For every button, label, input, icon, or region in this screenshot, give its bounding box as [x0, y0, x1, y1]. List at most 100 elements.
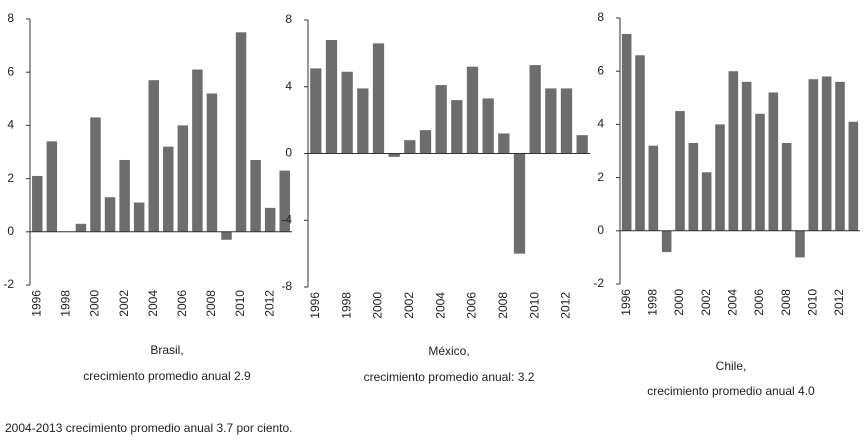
bar	[529, 65, 541, 154]
x-tick-label: 2002	[402, 292, 416, 319]
bar	[388, 153, 400, 157]
x-tick-label: 1996	[29, 290, 43, 317]
chart-title: Brasil,	[150, 343, 183, 357]
bar	[821, 76, 832, 231]
bar	[545, 88, 557, 154]
y-tick-label: -8	[281, 279, 292, 293]
bar	[715, 124, 725, 231]
y-tick-label: 6	[597, 63, 604, 77]
bar	[482, 98, 494, 154]
bar	[560, 88, 573, 154]
bar	[688, 143, 699, 231]
y-tick-label: -2	[593, 276, 604, 290]
bar	[325, 40, 338, 154]
bar	[75, 223, 87, 232]
bar	[701, 172, 712, 231]
bar	[755, 113, 765, 231]
chart-subtitle: crecimiento promedio anual 4.0	[647, 384, 815, 398]
x-tick-label: 2002	[699, 289, 713, 316]
x-tick-label: 1998	[59, 290, 73, 317]
bar	[404, 140, 416, 154]
bar	[206, 93, 218, 232]
bar	[451, 100, 463, 154]
bar	[661, 230, 672, 253]
bar	[635, 55, 645, 231]
y-tick-label: -2	[3, 277, 14, 291]
x-tick-label: 2008	[779, 289, 793, 316]
bar	[279, 170, 290, 232]
bar	[419, 130, 432, 154]
bar	[163, 146, 174, 232]
y-tick-label: 6	[7, 64, 14, 78]
bar	[648, 145, 659, 231]
bar	[221, 231, 232, 240]
bar	[341, 71, 353, 154]
y-tick-label: 4	[597, 117, 604, 131]
footnote: 2004-2013 crecimiento promedio anual 3.7…	[5, 421, 293, 435]
bar	[435, 85, 447, 154]
x-tick-label: 1998	[646, 289, 660, 316]
x-tick-label: 2002	[117, 290, 131, 317]
chart-title: México,	[428, 344, 469, 358]
chart-title: Chile,	[716, 359, 747, 373]
x-tick-label: 2010	[806, 289, 820, 316]
bar	[119, 159, 130, 232]
bar	[192, 69, 203, 232]
bar	[32, 175, 43, 232]
bar	[372, 43, 385, 154]
y-tick-label: 8	[7, 11, 14, 25]
chart-subtitle: crecimiento promedio anual: 3.2	[364, 370, 535, 384]
bar	[498, 133, 510, 154]
bar	[90, 117, 101, 232]
y-tick-label: 4	[285, 79, 292, 93]
x-tick-label: 2000	[672, 289, 686, 316]
bar	[264, 207, 276, 232]
bar	[310, 68, 322, 154]
x-tick-label: 2006	[175, 290, 189, 317]
chart-subtitle: crecimiento promedio anual 2.9	[83, 369, 251, 383]
bar	[675, 111, 685, 231]
x-tick-label: 2004	[433, 292, 447, 319]
x-tick-label: 2008	[496, 292, 510, 319]
y-tick-label: 4	[7, 118, 14, 132]
y-tick-label: 8	[285, 12, 292, 26]
y-tick-label: 2	[597, 170, 604, 184]
bar	[741, 81, 752, 231]
x-tick-label: 2004	[726, 289, 740, 316]
bar	[133, 202, 145, 232]
bar	[177, 125, 189, 232]
x-tick-label: 2012	[559, 292, 573, 319]
bar	[795, 230, 805, 258]
bar	[357, 88, 369, 154]
x-tick-label: 2010	[233, 290, 247, 317]
y-tick-label: 0	[597, 223, 604, 237]
bar	[848, 121, 859, 231]
y-tick-label: 0	[7, 224, 14, 238]
x-tick-label: 1996	[619, 289, 633, 316]
x-tick-label: 1998	[339, 292, 353, 319]
bar	[781, 143, 792, 231]
bar	[466, 66, 479, 154]
bar	[104, 197, 116, 232]
bar	[148, 80, 159, 232]
bar	[46, 141, 58, 232]
x-tick-label: 2000	[88, 290, 102, 317]
y-tick-label: -4	[281, 212, 292, 226]
bar	[576, 135, 588, 154]
bar	[768, 92, 779, 231]
bar	[728, 71, 739, 231]
x-tick-label: 2008	[204, 290, 218, 317]
y-tick-label: 0	[285, 146, 292, 160]
y-tick-label: 2	[7, 171, 14, 185]
bar	[835, 81, 845, 231]
x-tick-label: 1996	[308, 292, 322, 319]
bar	[621, 33, 632, 231]
bar	[235, 32, 247, 232]
bar	[513, 153, 526, 254]
x-tick-label: 2012	[832, 289, 846, 316]
x-tick-label: 2010	[527, 292, 541, 319]
bar	[250, 159, 261, 232]
bar	[808, 79, 819, 231]
x-tick-label: 2012	[262, 290, 276, 317]
